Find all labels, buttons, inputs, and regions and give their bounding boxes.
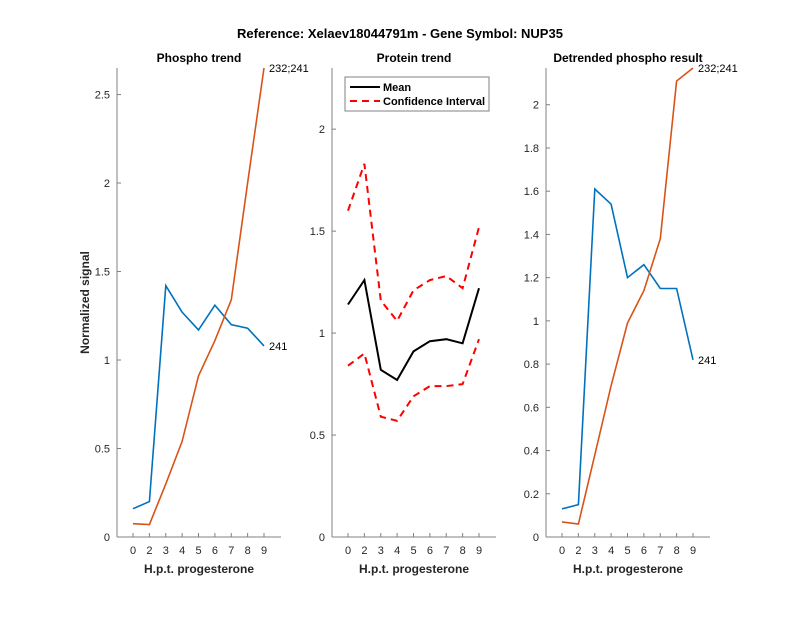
series-line-mean [347, 277, 480, 382]
x-tick-label: 0 [130, 545, 136, 557]
y-tick-label: 1 [319, 328, 325, 340]
x-tick-label: 5 [195, 545, 201, 557]
y-tick-label: 1.5 [310, 226, 325, 238]
x-tick-label: 3 [163, 545, 169, 557]
series-line-232-241 [132, 67, 265, 526]
panel-title: Detrended phospho result [553, 51, 702, 65]
x-axis-label: H.p.t. progesterone [573, 562, 683, 576]
x-tick-label: 2 [146, 545, 152, 557]
y-tick-label: 2 [533, 100, 539, 112]
x-tick-label: 3 [592, 545, 598, 557]
y-tick-label: 2 [104, 178, 110, 190]
x-tick-label: 2 [575, 545, 581, 557]
y-tick-label: 0.8 [524, 359, 539, 371]
y-tick-label: 1.8 [524, 143, 539, 155]
y-tick-label: 0.5 [95, 444, 110, 456]
x-tick-label: 8 [460, 545, 466, 557]
y-tick-label: 1 [104, 355, 110, 367]
y-tick-label: 2.5 [95, 90, 110, 102]
series-end-label: 232;241 [269, 63, 309, 75]
x-tick-label: 0 [345, 545, 351, 557]
x-axis-label: H.p.t. progesterone [359, 562, 469, 576]
y-axis-label: Normalized signal [78, 251, 92, 354]
y-tick-label: 0 [104, 532, 110, 544]
x-tick-label: 5 [624, 545, 630, 557]
y-tick-label: 1.6 [524, 186, 539, 198]
y-tick-label: 1.5 [95, 267, 110, 279]
panel-title: Phospho trend [157, 51, 242, 65]
y-tick-label: 0 [533, 532, 539, 544]
y-tick-label: 0 [319, 532, 325, 544]
x-tick-label: 8 [674, 545, 680, 557]
x-tick-label: 4 [394, 545, 400, 557]
x-tick-label: 4 [608, 545, 614, 557]
y-tick-label: 0.4 [524, 446, 539, 458]
x-tick-label: 9 [261, 545, 267, 557]
y-tick-label: 0.5 [310, 430, 325, 442]
x-tick-label: 7 [657, 545, 663, 557]
panel-detrended-phospho: 00.20.40.60.811.21.41.61.820 2 3 4 5 6 7 8 9Detr… [524, 51, 738, 576]
x-tick-label: 0 [559, 545, 565, 557]
x-tick-label: 3 [378, 545, 384, 557]
panel-title: Protein trend [377, 51, 452, 65]
x-tick-label: 8 [245, 545, 251, 557]
figure-title: Reference: Xelaev18044791m - Gene Symbol… [237, 26, 563, 41]
y-tick-label: 1.4 [524, 229, 539, 241]
x-tick-label: 7 [228, 545, 234, 557]
series-line-241 [132, 283, 265, 510]
x-axis-label: H.p.t. progesterone [144, 562, 254, 576]
x-tick-label: 7 [443, 545, 449, 557]
y-tick-label: 0.6 [524, 402, 539, 414]
series-line-232-241 [561, 67, 694, 525]
legend-label: Mean [383, 82, 411, 94]
series-line-confidence-interval-lower [347, 338, 480, 422]
series-line-241 [561, 187, 694, 510]
x-tick-label: 6 [212, 545, 218, 557]
legend-box [344, 76, 490, 112]
y-tick-label: 2 [319, 124, 325, 136]
x-tick-label: 2 [361, 545, 367, 557]
x-tick-label: 6 [641, 545, 647, 557]
x-tick-label: 6 [427, 545, 433, 557]
x-tick-label: 4 [179, 545, 185, 557]
series-end-label: 241 [698, 355, 716, 367]
y-tick-label: 1.2 [524, 273, 539, 285]
series-end-label: 241 [269, 341, 287, 353]
legend-label: Confidence Interval [383, 96, 485, 108]
x-tick-label: 5 [410, 545, 416, 557]
y-tick-label: 1 [533, 316, 539, 328]
y-tick-label: 0.2 [524, 489, 539, 501]
x-tick-label: 9 [690, 545, 696, 557]
x-tick-label: 9 [476, 545, 482, 557]
series-end-label: 232;241 [698, 63, 738, 75]
